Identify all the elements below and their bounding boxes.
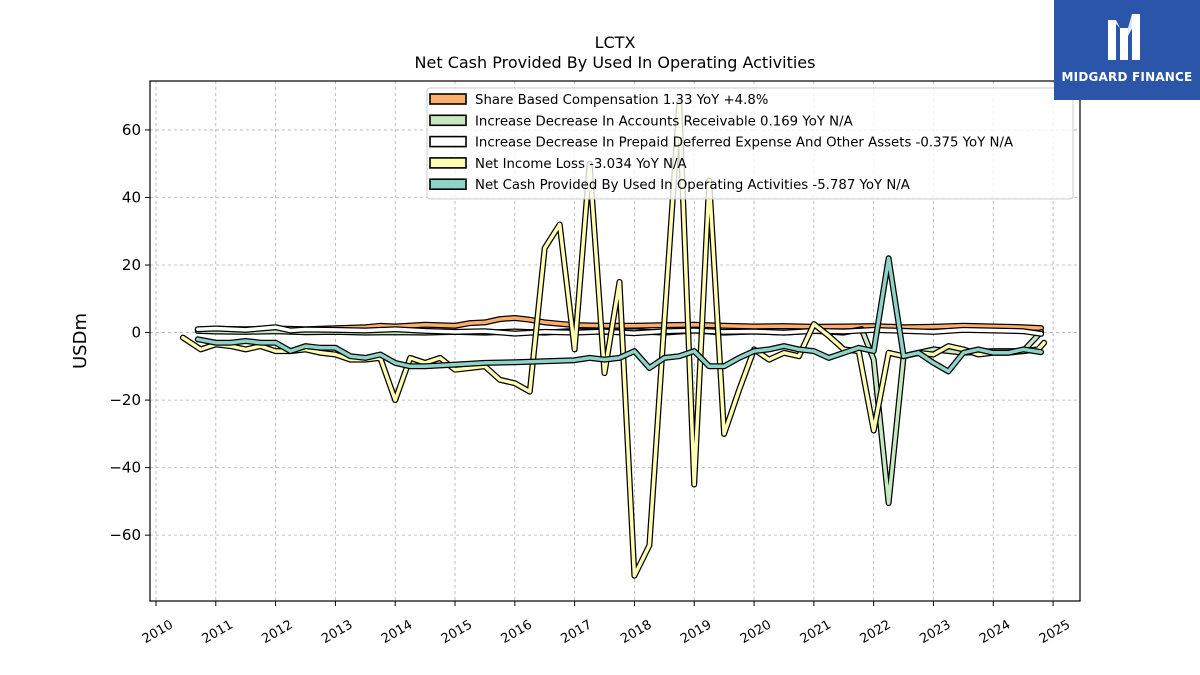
x-tick-label: 2016 [499, 617, 535, 647]
legend-label: Net Cash Provided By Used In Operating A… [475, 178, 910, 193]
x-tick-label: 2013 [319, 617, 355, 647]
x-tick-label: 2020 [738, 617, 774, 647]
y-tick-label: −20 [109, 391, 141, 409]
legend-label: Share Based Compensation 1.33 YoY +4.8% [475, 93, 768, 108]
y-axis-label: USDm [70, 313, 91, 369]
series-line-net-cash-provided-by-used-in-operating-activities [196, 256, 1043, 374]
legend-box [426, 87, 1074, 200]
legend-swatch [429, 114, 467, 127]
legend-label: Increase Decrease In Accounts Receivable… [475, 114, 853, 129]
legend-swatch [429, 157, 467, 169]
x-tick-label: 2023 [917, 617, 953, 647]
logo-mark-icon [1108, 14, 1140, 60]
y-tick-label: 40 [122, 188, 141, 206]
midgard-finance-logo: MIDGARD FINANCE [1054, 0, 1200, 100]
legend-swatch [429, 178, 467, 190]
x-tick-label: 2024 [977, 617, 1013, 647]
y-tick-label: −40 [109, 459, 141, 477]
y-tick-label: 20 [122, 256, 141, 274]
x-tick-label: 2012 [259, 617, 295, 647]
x-tick-label: 2021 [798, 617, 834, 647]
x-tick-label: 2018 [618, 617, 654, 647]
y-tick-label: −60 [109, 526, 141, 544]
x-tick-label: 2019 [678, 617, 714, 647]
legend-swatch [429, 93, 467, 105]
y-tick-label: 0 [131, 324, 141, 342]
series-layer [179, 99, 1048, 579]
x-tick-label: 2014 [379, 617, 415, 647]
y-tick-label: 60 [122, 121, 141, 139]
legend-label: Net Income Loss -3.034 YoY N/A [475, 157, 687, 172]
x-tick-label: 2017 [558, 617, 594, 647]
x-tick-label: 2011 [200, 617, 236, 647]
x-tick-label: 2015 [439, 617, 475, 647]
y-axis: −60 −40 −20 0 20 40 60 [109, 121, 150, 544]
legend-label: Increase Decrease In Prepaid Deferred Ex… [475, 136, 1013, 151]
chart-title: LCTX [595, 33, 636, 52]
x-axis: 2010 2011 2012 2013 2014 2015 2016 2017 2018 2019… [140, 601, 1073, 647]
x-tick-label: 2022 [858, 617, 894, 647]
legend: Share Based Compensation 1.33 YoY +4.8% I… [426, 87, 1074, 200]
legend-swatch [429, 135, 467, 148]
logo-text: MIDGARD FINANCE [1061, 70, 1193, 84]
x-tick-label: 2010 [140, 617, 176, 647]
x-tick-label: 2025 [1037, 617, 1073, 647]
chart-subtitle: Net Cash Provided By Used In Operating A… [415, 53, 816, 72]
axes-frame [149, 80, 1081, 602]
